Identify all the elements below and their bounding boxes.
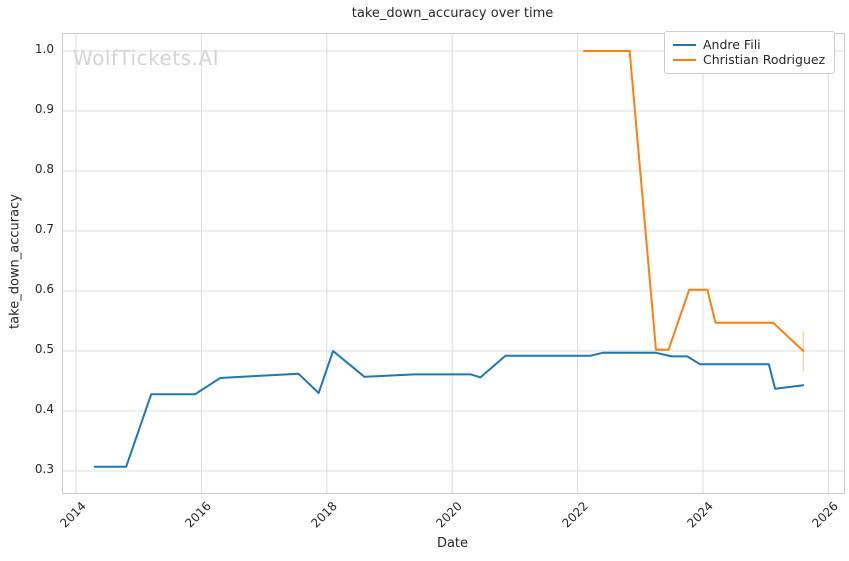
- legend: Andre Fili Christian Rodriguez: [664, 31, 836, 74]
- y-tick-label: 0.4: [34, 402, 54, 416]
- watermark: WolfTickets.AI: [73, 46, 219, 70]
- plot-canvas: [63, 34, 844, 493]
- x-tick-label: 2022: [558, 499, 591, 531]
- x-tick-label: 2016: [182, 499, 215, 531]
- chart-title: take_down_accuracy over time: [351, 6, 554, 21]
- y-tick-label: 0.8: [34, 162, 54, 176]
- y-tick-label: 0.5: [34, 342, 54, 356]
- y-tick-label: 0.9: [34, 102, 54, 116]
- y-tick-label: 0.7: [34, 222, 54, 236]
- x-tick-label: 2020: [433, 499, 466, 531]
- legend-label: Christian Rodriguez: [703, 52, 826, 67]
- x-axis-label: Date: [436, 536, 469, 551]
- x-tick-label: 2014: [57, 499, 89, 531]
- x-tick-label: 2024: [684, 499, 716, 531]
- legend-line-swatch: [673, 43, 696, 46]
- x-tick-label: 2018: [308, 499, 340, 531]
- legend-item: Andre Fili: [673, 37, 825, 52]
- legend-item: Christian Rodriguez: [673, 52, 825, 67]
- y-tick-label: 1.0: [34, 42, 54, 56]
- legend-rows: Andre Fili Christian Rodriguez: [673, 37, 825, 67]
- legend-line-swatch: [673, 58, 696, 61]
- x-tick-label: 2026: [809, 499, 842, 531]
- series-line-christian-rodriguez: [582, 50, 805, 352]
- plot-area: [62, 33, 845, 494]
- legend-label: Andre Fili: [703, 37, 761, 52]
- y-tick-label: 0.6: [34, 282, 54, 296]
- y-axis-label: take_down_accuracy: [7, 194, 23, 329]
- y-tick-label: 0.3: [34, 462, 54, 476]
- series-line-andre-fili: [93, 350, 805, 468]
